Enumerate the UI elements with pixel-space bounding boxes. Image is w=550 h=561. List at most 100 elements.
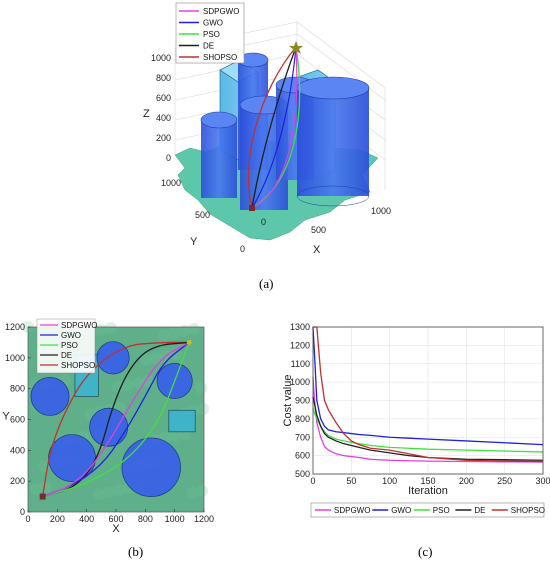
panel-c-y-tick: 700 <box>295 432 310 442</box>
terrain-shade <box>168 327 180 339</box>
panel-a-x-tick: 1000 <box>371 206 391 216</box>
legend-label-pso: PSO <box>203 30 220 39</box>
panel-c-y-tick: 1100 <box>291 359 310 369</box>
plot-frame <box>312 326 544 475</box>
panel-a-xlabel: X <box>313 244 321 256</box>
terrain-shade <box>122 379 134 391</box>
caption-c: (c) <box>418 544 432 559</box>
terrain-shade <box>169 430 181 442</box>
cylinder-obstacle <box>200 111 238 198</box>
panel-b-xlabel: X <box>112 523 120 535</box>
panel-c-x-tick: 50 <box>346 476 356 486</box>
panel-c-y-tick: 800 <box>295 414 310 424</box>
caption-a: (a) <box>259 276 273 291</box>
panel-c-y-tick: 1200 <box>290 340 310 350</box>
circle-obstacle <box>96 341 130 375</box>
panel-c-y-tick: 1000 <box>290 377 310 387</box>
terrain-shade <box>186 487 198 499</box>
legend-label-de: DE <box>203 42 214 51</box>
panel-b-x-tick: 1000 <box>165 514 185 524</box>
panel-c-x-tick: 200 <box>459 476 474 486</box>
terrain-shade <box>197 403 209 415</box>
panel-b-x-tick: 800 <box>138 514 153 524</box>
terrain-shade <box>142 375 154 387</box>
panel-c-x-tick: 100 <box>382 476 397 486</box>
legend-label-shopso: SHOPSO <box>511 506 545 515</box>
path-3d-gwo <box>251 46 297 209</box>
panel-c-x-tick: 150 <box>420 476 435 486</box>
map-path-pso <box>42 342 190 498</box>
panel-b-y-tick: 200 <box>10 476 25 486</box>
map-path-sdpgwo <box>42 341 190 498</box>
series-line-sdpgwo <box>312 376 544 463</box>
terrain-shade <box>112 381 124 393</box>
panel-b-legend-box <box>36 318 96 374</box>
legend-label-sdpgwo: SDPGWO <box>203 7 239 16</box>
terrain-shade <box>140 354 152 366</box>
panel-a-z-tick: 800 <box>156 73 171 83</box>
goal-marker <box>289 41 303 54</box>
terrain-shade <box>150 352 162 364</box>
panel-a-z-tick: 400 <box>156 113 171 123</box>
panel-a-y-tick: 0 <box>240 244 245 254</box>
panel-c-ylabel: Cost value <box>282 375 294 427</box>
panel-c-y-tick: 500 <box>295 469 310 479</box>
legend-label-pso: PSO <box>61 341 78 350</box>
terrain-shade <box>188 323 200 335</box>
goal-marker <box>186 339 192 345</box>
panel-c-xlabel: Iteration <box>408 485 448 497</box>
legend-label-sdpgwo: SDPGWO <box>61 321 97 330</box>
legend-label-de: DE <box>474 506 485 515</box>
map-path-shopso <box>42 341 190 497</box>
legend-label-pso: PSO <box>433 506 450 515</box>
panel-b-x-tick: 200 <box>50 514 65 524</box>
panel-a-legend: SDPGWO GWO PSO DE SHOPSO <box>175 2 245 64</box>
panel-b-y-tick: 400 <box>10 445 25 455</box>
panel-a-z-ticks: 0 200 400 600 800 1000 <box>151 53 171 163</box>
path-3d-sdpgwo <box>251 46 298 209</box>
panel-a-legend-box <box>175 2 245 64</box>
panel-b-map-plot: 0 200 400 600 800 1000 1200 0 200 400 600 800 1000 12… <box>2 318 214 535</box>
panel-b-y-tick: 1000 <box>5 353 25 363</box>
start-marker <box>39 493 46 500</box>
panel-b-y-tick: 0 <box>20 507 25 517</box>
panel-c-y-tick: 900 <box>295 396 310 406</box>
panel-c-x-tick: 0 <box>310 476 315 486</box>
terrain-shade <box>196 485 208 497</box>
path-3d-shopso <box>247 46 297 209</box>
legend-label-gwo: GWO <box>203 19 223 28</box>
panel-c-cost-plot: 500 600 700 800 900 1000 1100 1200 1300 0 50 100 150… <box>282 322 550 518</box>
terrain-shade <box>113 484 125 496</box>
panel-a-zlabel: Z <box>143 108 150 120</box>
terrain-shade <box>132 377 144 389</box>
panel-c-x-tick: 250 <box>497 476 512 486</box>
panel-c-y-tick: 1300 <box>290 322 310 332</box>
panel-c-x-tick: 300 <box>535 476 550 486</box>
legend-label-shopso: SHOPSO <box>61 361 95 370</box>
panel-a-z-tick: 600 <box>156 93 171 103</box>
terrain-shade <box>103 486 115 498</box>
terrain-shade <box>30 483 42 495</box>
cylinder-obstacle <box>296 76 370 207</box>
legend-label-de: DE <box>61 351 72 360</box>
legend-label-shopso: SHOPSO <box>203 53 237 62</box>
terrain-shade <box>93 488 105 500</box>
legend-label-gwo: GWO <box>391 506 411 515</box>
caption-b: (b) <box>128 544 143 559</box>
panel-a-z-tick: 200 <box>156 133 171 143</box>
panel-a-x-tick: 0 <box>261 217 266 227</box>
legend-label-sdpgwo: SDPGWO <box>334 506 370 515</box>
panel-a-z-tick: 1000 <box>151 53 171 63</box>
circle-obstacle <box>30 376 70 416</box>
terrain-shade <box>40 481 52 493</box>
panel-b-x-tick: 1200 <box>194 514 214 524</box>
terrain-shade <box>195 382 207 394</box>
panel-c-y-tick: 600 <box>295 451 310 461</box>
panel-a-y-tick: 1000 <box>161 178 181 188</box>
panel-b-y-tick: 1200 <box>5 322 25 332</box>
panel-a-y-ticks: 0 500 1000 <box>161 178 245 254</box>
series-line-shopso <box>313 326 544 463</box>
panel-a-z-tick: 0 <box>166 153 171 163</box>
panel-a-x-ticks: 0 500 1000 <box>261 206 391 235</box>
